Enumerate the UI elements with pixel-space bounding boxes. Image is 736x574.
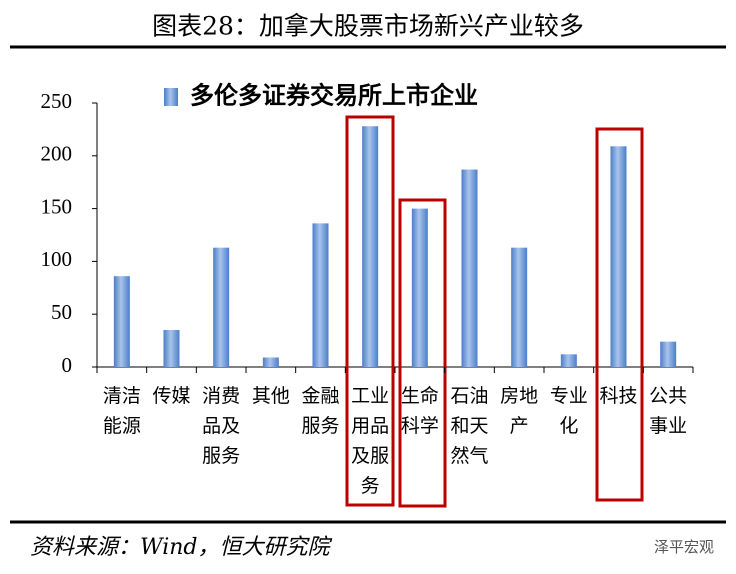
y-tick-label: 250: [41, 89, 73, 113]
y-tick-label: 0: [62, 353, 73, 377]
y-tick-label: 50: [51, 300, 72, 324]
x-tick-label: 科技: [599, 385, 637, 407]
legend-label: 多伦多证券交易所上市企业: [190, 81, 478, 110]
bar: [113, 276, 130, 367]
x-tick-label: 专业化: [550, 385, 588, 437]
x-tick-label: 传媒: [152, 385, 190, 407]
highlight-box: [398, 198, 447, 508]
bar: [461, 169, 478, 367]
x-tick-label: 房地产: [500, 385, 538, 437]
bar: [560, 354, 577, 367]
y-tick-label: 100: [41, 247, 73, 271]
chart-title: 图表28：加拿大股票市场新兴产业较多: [152, 12, 584, 41]
bar: [362, 126, 379, 368]
bar: [610, 146, 627, 367]
bar: [213, 247, 230, 367]
watermark: 泽平宏观: [654, 538, 714, 556]
bar: [411, 208, 428, 367]
bar: [262, 357, 279, 367]
bar: [511, 247, 528, 367]
x-tick-label: 其他: [252, 385, 290, 407]
highlight-box: [345, 115, 395, 507]
x-tick-label: 石油和天然气: [450, 385, 488, 467]
x-tick-label: 消费品及服务: [202, 385, 240, 467]
highlight-box: [595, 127, 644, 502]
x-tick-label: 公共事业: [649, 385, 687, 437]
x-tick-label: 金融服务: [301, 385, 339, 437]
source: 资料来源：Wind，恒大研究院: [30, 535, 333, 560]
bar: [163, 330, 180, 367]
bar: [660, 341, 677, 367]
y-tick-label: 200: [41, 142, 73, 166]
y-tick-label: 150: [41, 194, 73, 218]
x-tick-label: 工业用品及服务: [351, 385, 389, 497]
bar: [312, 223, 329, 367]
x-tick-label: 生命科学: [401, 385, 439, 437]
legend-swatch: [164, 88, 178, 106]
x-tick-label: 清洁能源: [103, 385, 141, 437]
